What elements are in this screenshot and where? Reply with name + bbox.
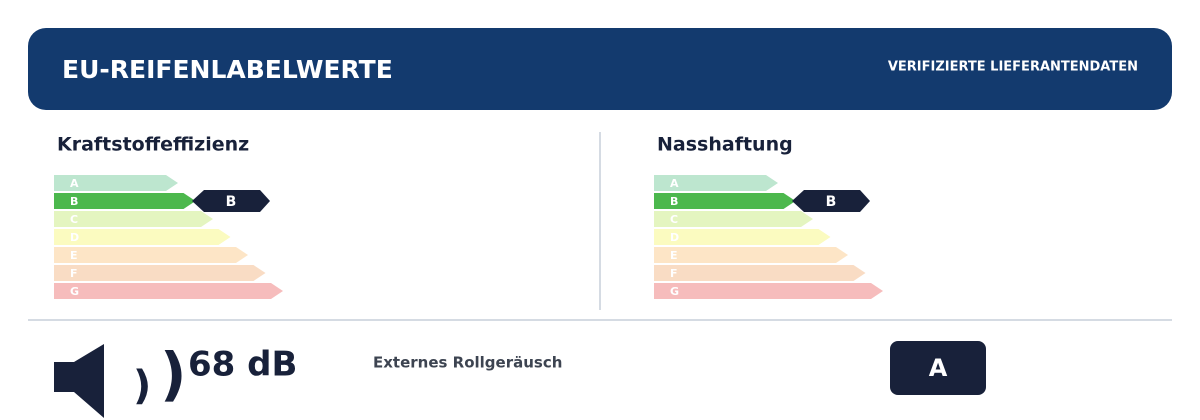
class-letter: D <box>670 231 679 244</box>
class-arrow <box>54 283 283 299</box>
rating-letter: B <box>226 194 237 210</box>
class-letter: G <box>70 285 79 298</box>
class-letter: G <box>670 285 679 298</box>
header-badge: VERIFIZIERTE LIEFERANTENDATEN <box>888 60 1138 75</box>
speaker-icon <box>54 344 104 418</box>
class-arrow <box>654 211 813 227</box>
noise-class-badge <box>890 341 986 395</box>
class-arrow <box>654 283 883 299</box>
class-letter: C <box>670 213 678 226</box>
noise-value: 68 dB <box>188 345 297 385</box>
panel-title: Kraftstoffeffizienz <box>57 134 249 156</box>
class-letter: F <box>670 267 678 280</box>
header-title: EU-REIFENLABELWERTE <box>62 55 393 84</box>
panel-title: Nasshaftung <box>657 134 793 156</box>
class-arrow <box>54 193 196 209</box>
class-letter: B <box>670 195 678 208</box>
class-letter: A <box>70 177 79 190</box>
noise-label: Externes Rollgeräusch <box>373 354 562 372</box>
noise-class: A <box>929 354 948 382</box>
class-arrow <box>54 265 266 281</box>
rating-marker <box>192 190 270 212</box>
class-letter: A <box>670 177 679 190</box>
class-arrow <box>654 193 796 209</box>
class-arrow <box>654 229 831 245</box>
sound-wave: ) <box>160 340 187 408</box>
header-bar <box>28 28 1172 110</box>
class-letter: E <box>70 249 78 262</box>
sound-wave: ) <box>133 363 151 409</box>
class-arrow <box>54 175 178 191</box>
class-arrow <box>654 265 866 281</box>
rating-letter: B <box>826 194 837 210</box>
class-arrow <box>54 247 248 263</box>
rating-marker <box>792 190 870 212</box>
class-letter: B <box>70 195 78 208</box>
class-letter: D <box>70 231 79 244</box>
class-arrow <box>654 175 778 191</box>
class-arrow <box>54 229 231 245</box>
class-letter: F <box>70 267 78 280</box>
class-letter: E <box>670 249 678 262</box>
class-arrow <box>54 211 213 227</box>
class-letter: C <box>70 213 78 226</box>
class-arrow <box>654 247 848 263</box>
